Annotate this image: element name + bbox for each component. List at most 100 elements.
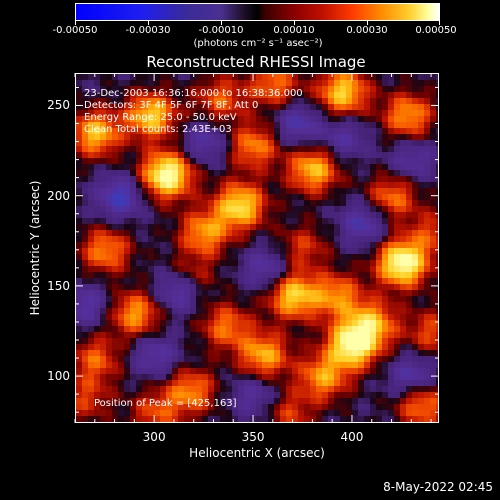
heatmap-cell xyxy=(370,368,377,375)
heatmap-cell xyxy=(268,242,275,249)
heatmap-cell xyxy=(412,218,419,225)
heatmap-cell xyxy=(136,92,143,99)
heatmap-cell xyxy=(124,386,131,393)
heatmap-cell xyxy=(196,176,203,183)
heatmap-cell xyxy=(376,170,383,177)
heatmap-cell xyxy=(76,134,83,141)
heatmap-cell xyxy=(412,242,419,249)
heatmap-cell xyxy=(430,290,437,297)
heatmap-cell xyxy=(154,290,161,297)
heatmap-cell xyxy=(298,98,305,105)
heatmap-cell xyxy=(364,404,371,411)
heatmap-cell xyxy=(82,410,89,417)
heatmap-cell xyxy=(280,392,287,399)
heatmap-cell xyxy=(394,152,401,159)
heatmap-cell xyxy=(358,200,365,207)
heatmap-cell xyxy=(298,188,305,195)
heatmap-cell xyxy=(364,284,371,291)
heatmap-cell xyxy=(334,242,341,249)
heatmap-cell xyxy=(364,104,371,111)
heatmap-cell xyxy=(226,122,233,129)
heatmap-cell xyxy=(136,80,143,87)
heatmap-cell xyxy=(304,152,311,159)
heatmap-cell xyxy=(280,92,287,99)
heatmap-cell xyxy=(328,236,335,243)
heatmap-cell xyxy=(88,290,95,297)
heatmap-cell xyxy=(436,362,438,369)
heatmap-cell xyxy=(136,164,143,171)
heatmap-cell xyxy=(292,368,299,375)
heatmap-cell xyxy=(244,338,251,345)
heatmap-cell xyxy=(322,290,329,297)
heatmap-cell xyxy=(154,164,161,171)
heatmap-cell xyxy=(430,212,437,219)
heatmap-cell xyxy=(214,218,221,225)
heatmap-cell xyxy=(208,272,215,279)
heatmap-cell xyxy=(274,284,281,291)
heatmap-cell xyxy=(274,110,281,117)
heatmap-cell xyxy=(220,110,227,117)
heatmap-cell xyxy=(82,416,89,422)
heatmap-cell xyxy=(400,200,407,207)
heatmap-cell xyxy=(346,98,353,105)
heatmap-cell xyxy=(280,224,287,231)
heatmap-cell xyxy=(394,86,401,93)
heatmap-cell xyxy=(82,164,89,171)
heatmap-cell xyxy=(274,212,281,219)
heatmap-cell xyxy=(430,284,437,291)
heatmap-cell xyxy=(142,278,149,285)
heatmap-cell xyxy=(88,212,95,219)
heatmap-cell xyxy=(436,236,438,243)
heatmap-cell xyxy=(322,176,329,183)
heatmap-cell xyxy=(214,368,221,375)
heatmap-cell xyxy=(148,344,155,351)
heatmap-cell xyxy=(400,290,407,297)
heatmap-cell xyxy=(208,128,215,135)
heatmap-cell xyxy=(82,152,89,159)
heatmap-cell xyxy=(406,146,413,153)
heatmap-cell xyxy=(202,404,209,411)
heatmap-cell xyxy=(268,230,275,237)
heatmap-cell xyxy=(226,380,233,387)
heatmap-cell xyxy=(208,386,215,393)
heatmap-cell xyxy=(166,122,173,129)
heatmap-cell xyxy=(298,200,305,207)
heatmap-cell xyxy=(88,128,95,135)
heatmap-cell xyxy=(334,80,341,87)
heatmap-cell xyxy=(346,386,353,393)
heatmap-cell xyxy=(358,242,365,249)
heatmap-cell xyxy=(292,362,299,369)
heatmap-cell xyxy=(256,302,263,309)
heatmap-cell xyxy=(166,344,173,351)
heatmap-cell xyxy=(178,158,185,165)
heatmap-cell xyxy=(244,86,251,93)
heatmap-cell xyxy=(112,122,119,129)
heatmap-cell xyxy=(178,182,185,189)
heatmap-cell xyxy=(160,326,167,333)
heatmap-cell xyxy=(394,350,401,357)
heatmap-cell xyxy=(310,74,317,81)
heatmap-cell xyxy=(238,86,245,93)
heatmap-cell xyxy=(412,314,419,321)
heatmap-cell xyxy=(400,278,407,285)
heatmap-cell xyxy=(190,350,197,357)
heatmap-cell xyxy=(190,320,197,327)
heatmap-cell xyxy=(262,260,269,267)
heatmap-cell xyxy=(136,314,143,321)
heatmap-cell xyxy=(286,212,293,219)
heatmap-cell xyxy=(346,110,353,117)
colorbar-tick-mark xyxy=(75,21,76,25)
heatmap-cell xyxy=(370,386,377,393)
heatmap-cell xyxy=(298,392,305,399)
heatmap-cell xyxy=(316,398,323,405)
heatmap-cell xyxy=(196,152,203,159)
heatmap-cell xyxy=(154,332,161,339)
heatmap-cell xyxy=(202,200,209,207)
heatmap-cell xyxy=(166,200,173,207)
heatmap-cell xyxy=(394,140,401,147)
heatmap-cell xyxy=(118,302,125,309)
heatmap-cell xyxy=(148,338,155,345)
heatmap-cell xyxy=(364,266,371,273)
heatmap-cell xyxy=(238,266,245,273)
heatmap-cell xyxy=(430,116,437,123)
